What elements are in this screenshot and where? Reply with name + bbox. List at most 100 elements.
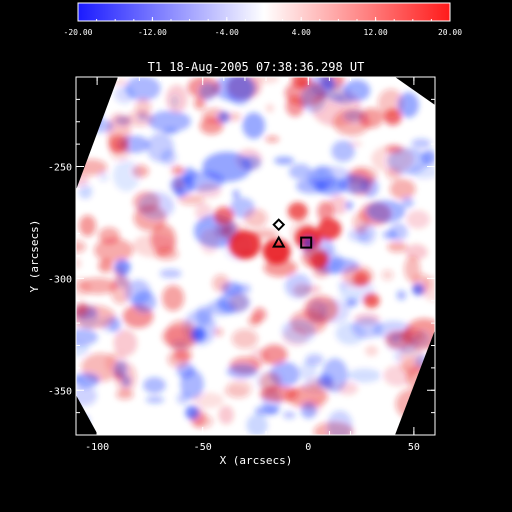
field-blob [396, 290, 407, 301]
field-blob [259, 372, 281, 393]
field-blob [338, 280, 346, 289]
field-blob [343, 79, 371, 102]
field-blob [113, 329, 138, 357]
square-marker [300, 236, 313, 249]
field-blob [366, 200, 406, 223]
field-blob [411, 138, 432, 149]
negative-polarity-blob [191, 327, 206, 342]
field-blob [328, 195, 348, 216]
field-blob [176, 392, 190, 405]
field-blob [98, 227, 120, 244]
field-blob [300, 402, 317, 419]
field-blob [76, 240, 86, 253]
negative-polarity-blob [217, 111, 230, 124]
colorbar-tick-label: 20.00 [438, 28, 462, 37]
field-blob [404, 256, 421, 282]
y-axis-ticks: -250 -300 -350 [48, 76, 435, 436]
field-blob [78, 184, 93, 200]
field-blob [282, 327, 309, 347]
field-blob [212, 274, 230, 293]
field-blob [98, 258, 113, 273]
field-blob [331, 140, 356, 162]
y-tick-label: -350 [48, 386, 72, 397]
x-tick-label: -50 [194, 442, 212, 453]
field-blob [77, 308, 100, 330]
field-blob [327, 410, 353, 435]
field-blobs [76, 77, 435, 435]
field-blob [76, 328, 98, 346]
field-blob [218, 405, 234, 425]
fov-corner-bottom-left [76, 395, 98, 435]
field-blob [313, 266, 330, 278]
field-blob [242, 112, 266, 139]
active-region-blob [317, 218, 342, 240]
fov-corner-top-left [76, 77, 118, 190]
field-blob [214, 327, 224, 337]
field-blob [170, 175, 194, 196]
field-blob [345, 200, 353, 211]
field-blob [246, 414, 268, 435]
active-region-blob [287, 202, 308, 221]
field-blob [135, 98, 152, 117]
field-blob [236, 283, 251, 294]
x-axis-ticks: -100 -50 0 50 [75, 77, 436, 453]
field-blob [352, 211, 369, 234]
plot-title: T1 18-Aug-2005 07:38:36.298 UT [148, 60, 365, 74]
field-blob [241, 155, 262, 171]
field-blob [300, 360, 317, 382]
field-blob [202, 151, 252, 182]
negative-polarity-blob [185, 405, 200, 420]
negative-polarity-blob [114, 259, 131, 276]
field-blob [76, 385, 97, 406]
field-blob [265, 135, 280, 143]
field-blob [288, 163, 312, 180]
colorbar-tick-label: -12.00 [138, 28, 167, 37]
field-blob [79, 215, 97, 237]
colorbar-tick-label: -20.00 [64, 28, 93, 37]
colorbar-gradient [77, 2, 451, 22]
field-blob [383, 364, 413, 387]
field-blob [232, 189, 240, 200]
field-blob [200, 229, 219, 255]
field-blob [389, 178, 416, 200]
field-blob [197, 183, 222, 199]
field-blob [347, 368, 381, 383]
field-blob [249, 348, 269, 367]
field-blob [406, 210, 430, 229]
field-blob [170, 164, 181, 177]
field-blob [231, 328, 259, 349]
active-region-blob [383, 109, 402, 126]
field-blob [335, 322, 365, 345]
field-blob [125, 279, 151, 306]
field-blob [199, 82, 217, 101]
field-blob [113, 159, 140, 192]
field-blob [394, 351, 402, 362]
field-blob [199, 117, 224, 135]
field-blob [387, 241, 408, 253]
colorbar-tick-label: 4.00 [292, 28, 311, 37]
field-blob [113, 360, 128, 378]
active-region-blob [353, 271, 370, 286]
field-blob [371, 144, 414, 173]
y-tick-label: -300 [48, 274, 72, 285]
colorbar: -20.00 -12.00 -4.00 4.00 12.00 20.00 [64, 2, 462, 37]
field-blob [192, 392, 224, 409]
field-blob [412, 330, 431, 349]
field-blob [265, 103, 275, 113]
field-blob [94, 238, 134, 263]
x-tick-label: 0 [305, 442, 311, 453]
field-blob [98, 171, 109, 182]
triangle-marker [272, 235, 286, 248]
diamond-marker [272, 218, 286, 232]
field-blob [382, 229, 397, 240]
field-blob [76, 258, 82, 269]
field-blob [76, 373, 100, 388]
x-tick-label: -100 [85, 442, 109, 453]
magnetogram-image [76, 77, 435, 435]
field-blob [178, 194, 205, 206]
active-region-blob [108, 135, 129, 154]
field-blob [159, 268, 182, 279]
field-blob [165, 84, 188, 113]
